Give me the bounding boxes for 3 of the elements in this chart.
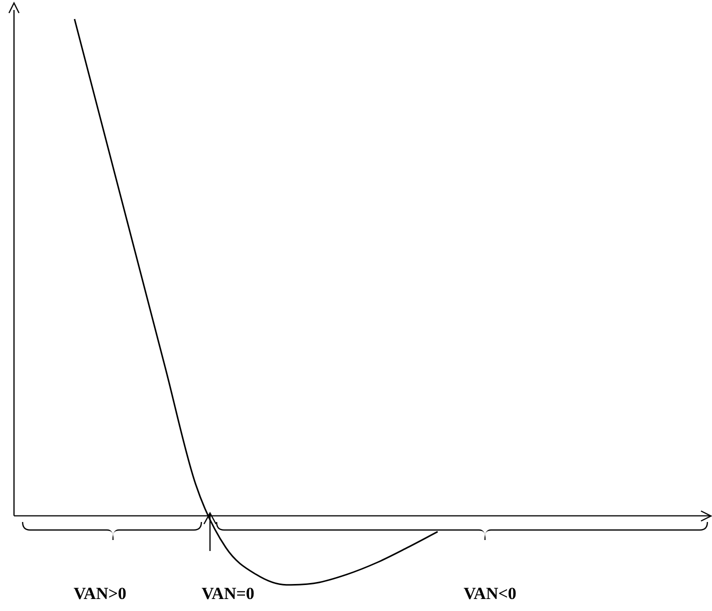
annotation: VAN=0 [202,584,254,604]
annotation: VAN<0 [464,584,516,604]
annotation: VAN>0 [74,584,126,604]
